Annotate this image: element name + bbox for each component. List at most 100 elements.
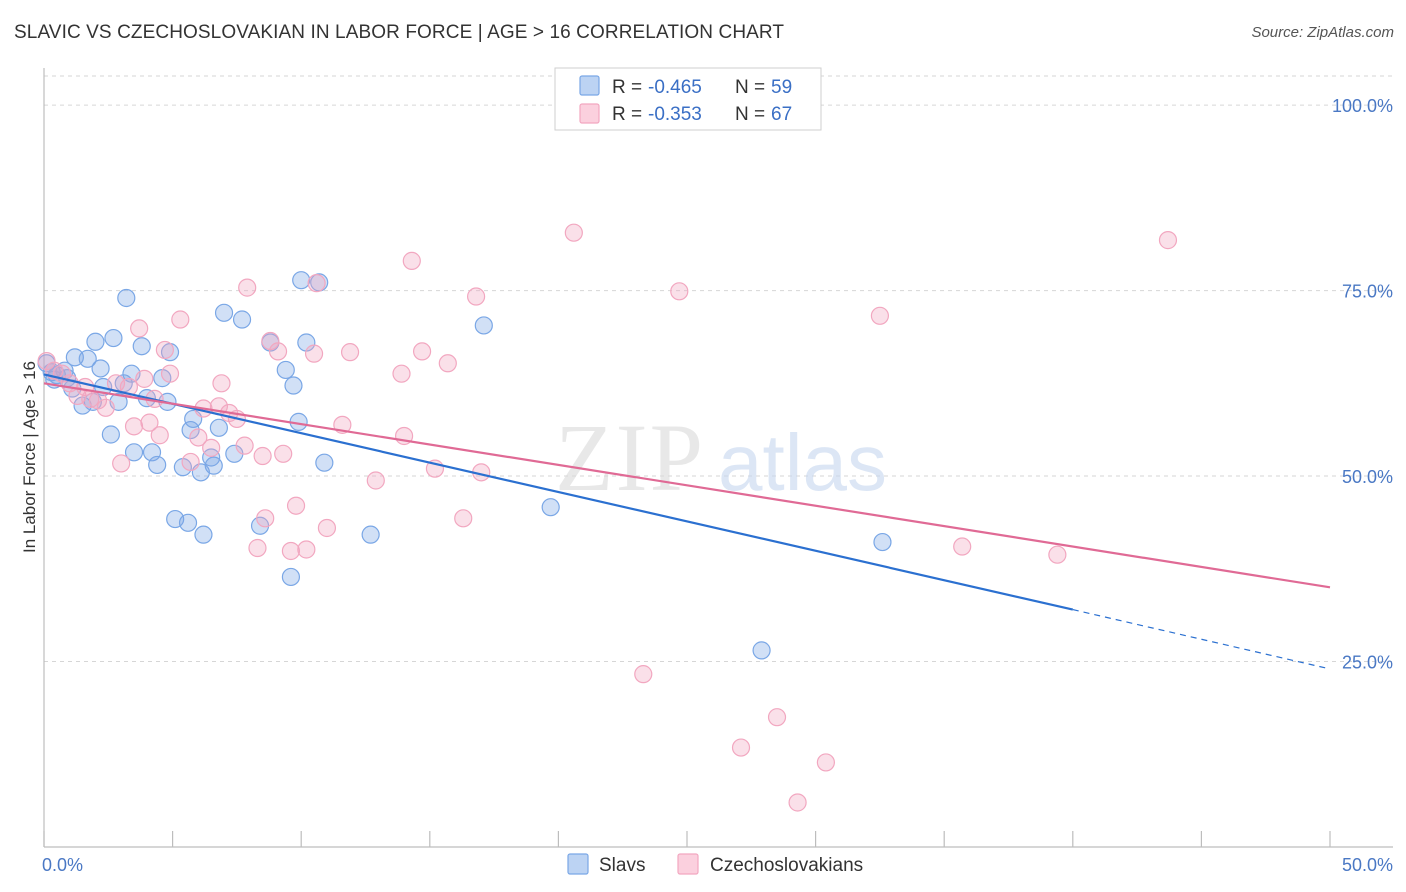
data-point <box>101 425 120 444</box>
data-point <box>474 316 493 335</box>
data-point <box>212 374 231 393</box>
gridlines <box>44 75 1393 663</box>
data-point <box>292 271 311 290</box>
data-point <box>1048 545 1067 564</box>
chart-title: SLAVIC VS CZECHOSLOVAKIAN IN LABOR FORCE… <box>14 22 785 43</box>
bottom-legend-swatch-czech <box>677 853 699 875</box>
data-point <box>297 540 316 559</box>
legend-n-value-slavs: 59 <box>771 77 792 98</box>
data-point <box>767 708 787 727</box>
data-point <box>274 444 293 463</box>
watermark-zip: ZIP <box>555 404 705 511</box>
trendline-slavs <box>43 373 1074 611</box>
data-point <box>248 538 267 558</box>
data-point <box>752 641 771 660</box>
data-point <box>307 274 326 293</box>
data-point <box>281 567 301 587</box>
data-point <box>232 310 252 329</box>
legend-n-label-slavs: N = <box>735 77 765 98</box>
data-point <box>112 454 131 473</box>
bottom-legend-label-slavs: Slavs <box>599 855 645 876</box>
data-point <box>953 537 972 556</box>
trendline-czech <box>43 382 1331 589</box>
data-point <box>204 456 223 475</box>
data-point <box>202 438 221 457</box>
data-point <box>731 738 751 757</box>
legend-swatch-czech <box>579 103 600 124</box>
data-point <box>214 303 234 322</box>
data-point <box>564 223 583 242</box>
y-tick-label: 75.0% <box>1342 282 1393 302</box>
data-point <box>235 436 254 455</box>
data-point <box>286 496 306 515</box>
top-legend: R = -0.465 N = 59 R = -0.353 N = 67 <box>554 67 822 131</box>
legend-r-value-slavs: -0.465 <box>648 77 702 98</box>
legend-n-value-czech: 67 <box>771 104 792 125</box>
data-point <box>366 471 385 490</box>
y-tick-label: 25.0% <box>1342 653 1393 673</box>
data-point <box>402 251 421 270</box>
bottom-legend-label-czech: Czechoslovakians <box>710 855 863 876</box>
data-point <box>304 344 324 363</box>
trendlines <box>43 373 1331 670</box>
y-tick-label: 50.0% <box>1342 467 1393 487</box>
data-point <box>1158 231 1178 250</box>
legend-r-label-czech: R = <box>612 104 642 125</box>
data-point <box>124 417 144 436</box>
legend-n-label-czech: N = <box>735 104 765 125</box>
data-point <box>178 513 198 532</box>
data-point <box>135 369 154 388</box>
data-point <box>284 376 303 395</box>
data-point <box>670 282 689 301</box>
data-point <box>37 351 56 371</box>
legend-swatch-slavs <box>579 75 600 96</box>
data-point <box>171 310 190 329</box>
x-ticks <box>43 831 1331 847</box>
data-point <box>466 287 486 306</box>
data-point <box>454 509 473 528</box>
legend-r-value-czech: -0.353 <box>648 104 702 125</box>
data-point <box>181 452 200 472</box>
data-point <box>130 319 149 338</box>
x-tick-label-min: 0.0% <box>42 855 83 875</box>
data-point <box>315 453 334 472</box>
data-point <box>541 498 560 517</box>
data-point <box>132 337 151 356</box>
data-point <box>104 328 123 348</box>
data-point <box>140 413 159 432</box>
data-point <box>117 288 136 308</box>
data-point <box>189 428 208 447</box>
data-point <box>119 377 138 397</box>
data-point <box>78 349 97 368</box>
data-point <box>634 665 653 684</box>
data-point <box>86 332 105 351</box>
data-point <box>194 525 213 544</box>
trendline-slavs-extension <box>1072 609 1331 670</box>
data-point <box>160 364 180 383</box>
x-tick-label-max: 50.0% <box>1342 855 1393 875</box>
watermark: ZIP atlas <box>555 404 887 511</box>
data-point <box>238 278 257 297</box>
data-point <box>150 426 169 445</box>
data-point <box>392 364 411 383</box>
data-point <box>268 342 288 361</box>
watermark-atlas: atlas <box>718 418 887 507</box>
y-tick-labels: 25.0% 50.0% 75.0% 100.0% <box>1332 96 1393 672</box>
data-point <box>276 360 295 380</box>
data-point <box>317 518 337 538</box>
bottom-legend-swatch-slavs <box>567 853 589 875</box>
data-point <box>155 340 174 360</box>
data-point <box>181 420 200 440</box>
data-point <box>209 418 228 437</box>
data-point <box>873 532 892 552</box>
data-point <box>788 793 807 812</box>
data-point <box>412 342 432 361</box>
data-point <box>256 509 275 528</box>
data-point <box>96 398 115 417</box>
data-point <box>340 343 360 362</box>
axes <box>43 68 1393 848</box>
data-point <box>870 306 890 325</box>
data-point <box>148 455 167 475</box>
bottom-legend: Slavs Czechoslovakians <box>567 853 863 876</box>
